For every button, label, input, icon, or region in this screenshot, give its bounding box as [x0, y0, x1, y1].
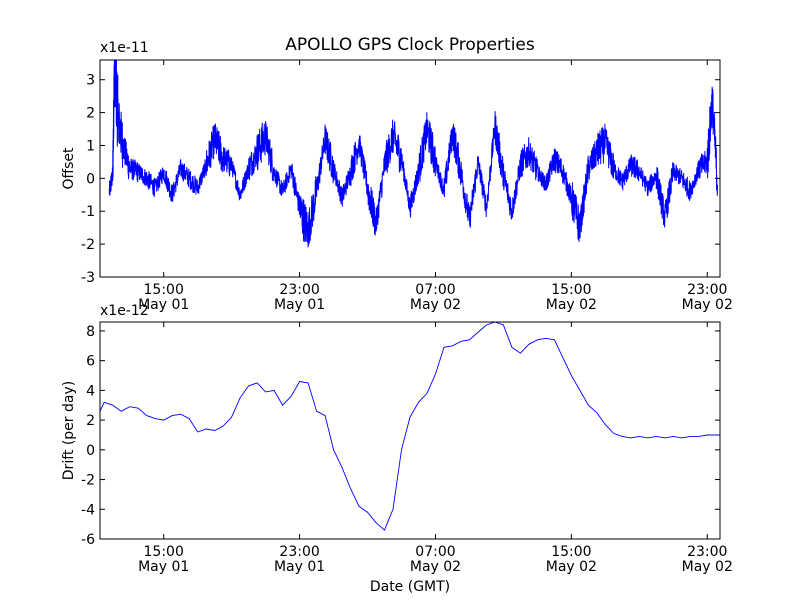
offset-xtick-time: 23:00 — [687, 282, 727, 298]
drift-xtick-date: May 01 — [138, 559, 189, 575]
drift-ytick-label: -4 — [81, 502, 95, 518]
drift-series-line — [100, 322, 720, 531]
drift-ytick-label: 8 — [86, 324, 95, 340]
offset-xtick-time: 15:00 — [551, 282, 591, 298]
drift-xtick-date: May 02 — [682, 559, 733, 575]
offset-ytick-label: 2 — [86, 106, 95, 122]
drift-ytick-label: 6 — [86, 354, 95, 370]
drift-ytick-label: -6 — [81, 532, 95, 548]
offset-xtick-time: 23:00 — [279, 282, 319, 298]
offset-ytick-label: 0 — [86, 171, 95, 187]
drift-xtick-date: May 02 — [546, 559, 597, 575]
drift-xtick-date: May 02 — [410, 559, 461, 575]
offset-xtick-date: May 02 — [410, 297, 461, 313]
drift-ytick-label: 4 — [86, 383, 95, 399]
offset-xtick-date: May 01 — [138, 297, 189, 313]
drift-ytick-label: 2 — [86, 413, 95, 429]
offset-xtick-date: May 02 — [546, 297, 597, 313]
offset-axes-frame — [99, 59, 721, 278]
offset-ytick-label: 3 — [86, 73, 95, 89]
drift-axes-frame — [99, 321, 721, 540]
drift-xtick-date: May 01 — [274, 559, 325, 575]
offset-ytick-label: -3 — [81, 270, 95, 286]
drift-xtick-time: 23:00 — [279, 544, 319, 560]
chart-title: APOLLO GPS Clock Properties — [285, 35, 535, 55]
drift-xtick-time: 15:00 — [144, 544, 184, 560]
drift-ylabel: Drift (per day) — [61, 381, 77, 480]
drift-ytick-label: -2 — [81, 473, 95, 489]
offset-ytick-label: -2 — [81, 237, 95, 253]
offset-xtick-time: 07:00 — [415, 282, 455, 298]
drift-multiplier: x1e-12 — [100, 303, 149, 319]
offset-ylabel: Offset — [61, 147, 77, 190]
offset-ytick-label: 1 — [86, 138, 95, 154]
offset-multiplier: x1e-11 — [100, 40, 149, 56]
drift-ytick-label: 0 — [86, 443, 95, 459]
offset-series-line — [108, 60, 718, 248]
offset-xtick-date: May 02 — [682, 297, 733, 313]
drift-xlabel: Date (GMT) — [370, 579, 450, 595]
drift-xtick-time: 07:00 — [415, 544, 455, 560]
offset-xtick-date: May 01 — [274, 297, 325, 313]
offset-xtick-time: 15:00 — [144, 282, 184, 298]
offset-ytick-label: -1 — [81, 204, 95, 220]
drift-xtick-time: 23:00 — [687, 544, 727, 560]
drift-xtick-time: 15:00 — [551, 544, 591, 560]
